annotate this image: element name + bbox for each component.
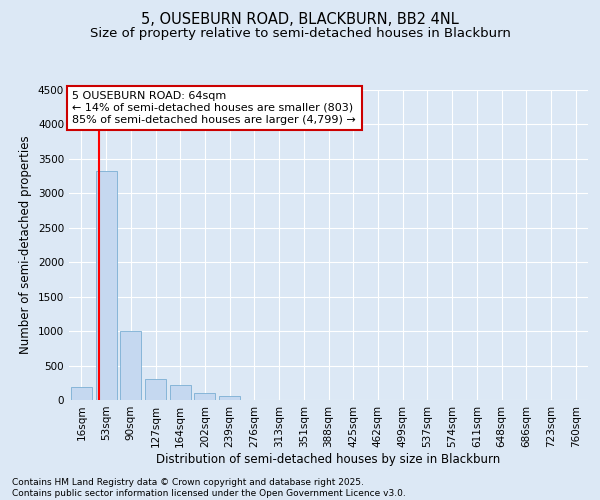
Text: 5 OUSEBURN ROAD: 64sqm
← 14% of semi-detached houses are smaller (803)
85% of se: 5 OUSEBURN ROAD: 64sqm ← 14% of semi-det…	[72, 92, 356, 124]
Bar	[71, 388, 92, 400]
Text: Size of property relative to semi-detached houses in Blackburn: Size of property relative to semi-detach…	[89, 28, 511, 40]
Bar	[170, 385, 191, 400]
Bar	[145, 378, 166, 400]
Bar	[219, 396, 240, 400]
Bar	[120, 331, 141, 400]
Text: 5, OUSEBURN ROAD, BLACKBURN, BB2 4NL: 5, OUSEBURN ROAD, BLACKBURN, BB2 4NL	[141, 12, 459, 28]
Bar	[194, 393, 215, 400]
Y-axis label: Number of semi-detached properties: Number of semi-detached properties	[19, 136, 32, 354]
Bar	[95, 172, 116, 400]
Text: Contains HM Land Registry data © Crown copyright and database right 2025.
Contai: Contains HM Land Registry data © Crown c…	[12, 478, 406, 498]
X-axis label: Distribution of semi-detached houses by size in Blackburn: Distribution of semi-detached houses by …	[157, 452, 500, 466]
